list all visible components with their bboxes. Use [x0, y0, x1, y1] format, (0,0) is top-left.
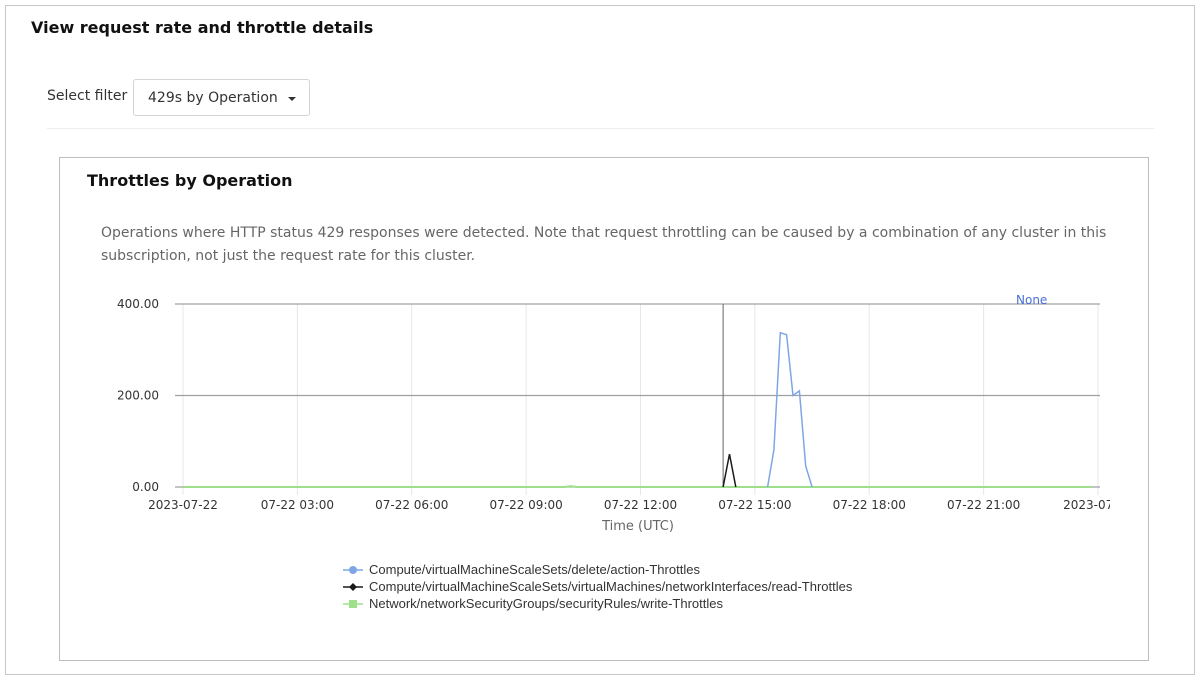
filter-label: Select filter	[47, 88, 128, 104]
chart-card	[59, 157, 1149, 661]
legend-marker	[349, 565, 357, 574]
y-tick-label: 0.00	[132, 480, 159, 494]
x-tick-label: 07-22 15:00	[718, 498, 791, 512]
y-tick-label: 200.00	[117, 389, 159, 403]
square-marker-icon	[343, 599, 363, 608]
x-tick-label: 07-22 18:00	[833, 498, 906, 512]
circle-marker-icon	[343, 565, 363, 574]
y-tick-label: 400.00	[117, 297, 159, 311]
legend-item[interactable]: Compute/virtualMachineScaleSets/delete/a…	[343, 561, 852, 578]
card-description: Operations where HTTP status 429 respons…	[101, 225, 1107, 264]
legend-label: Network/networkSecurityGroups/securityRu…	[369, 596, 723, 611]
legend-item[interactable]: Compute/virtualMachineScaleSets/virtualM…	[343, 578, 852, 595]
legend-label: Compute/virtualMachineScaleSets/virtualM…	[369, 579, 853, 594]
legend-item[interactable]: Network/networkSecurityGroups/securityRu…	[343, 595, 852, 612]
x-tick-label: 2023-07-22	[148, 498, 218, 512]
x-tick-label: 07-22 12:00	[604, 498, 677, 512]
x-tick-label: 07-22 06:00	[375, 498, 448, 512]
page-title: View request rate and throttle details	[31, 18, 374, 37]
diamond-marker-icon	[343, 582, 363, 591]
chart-legend: Compute/virtualMachineScaleSets/delete/a…	[343, 561, 852, 612]
series-line-1	[722, 453, 737, 488]
x-tick-label: 07-22 09:00	[489, 498, 562, 512]
legend-marker	[349, 582, 357, 591]
x-tick-label: 2023-07-23	[1063, 498, 1110, 512]
series-line-2	[183, 485, 1092, 488]
throttles-chart[interactable]: 2023-07-22 07-22 03:00 07-22 06:00 07-22 09…	[100, 290, 1110, 540]
divider	[47, 128, 1154, 129]
x-axis-label: Time (UTC)	[601, 519, 674, 534]
filter-value: 429s by Operation	[148, 90, 278, 106]
filter-dropdown[interactable]: 429s by Operation	[133, 79, 310, 116]
legend-marker	[349, 599, 357, 608]
series-line-0	[766, 331, 813, 488]
legend-label: Compute/virtualMachineScaleSets/delete/a…	[369, 562, 700, 577]
top-right-label: None	[1016, 293, 1047, 307]
x-tick-label: 07-22 21:00	[947, 498, 1020, 512]
card-title: Throttles by Operation	[87, 171, 293, 190]
x-tick-label: 07-22 03:00	[261, 498, 334, 512]
caret-down-icon	[288, 97, 296, 101]
